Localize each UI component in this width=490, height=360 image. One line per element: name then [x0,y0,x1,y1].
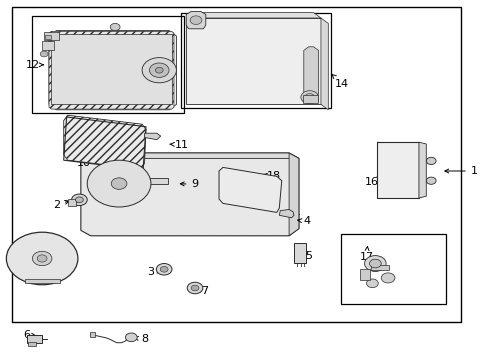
Circle shape [369,259,381,268]
Circle shape [426,177,436,184]
Polygon shape [419,142,426,198]
Bar [90,332,95,337]
Circle shape [187,282,203,294]
Circle shape [32,251,52,266]
Bar [360,269,370,280]
Bar [42,41,54,50]
Circle shape [111,178,127,189]
Circle shape [142,58,176,83]
Circle shape [365,256,386,271]
Text: 11: 11 [170,140,189,150]
Polygon shape [186,13,321,18]
Bar [303,95,318,103]
Bar [28,342,36,346]
Bar [12,7,461,322]
Circle shape [367,279,378,288]
Circle shape [110,23,120,31]
Text: 8: 8 [134,334,148,344]
Bar [341,234,446,304]
Polygon shape [49,31,176,110]
Polygon shape [24,279,60,283]
Bar [27,335,42,343]
Polygon shape [186,18,321,104]
Text: 19: 19 [38,252,52,262]
Text: 6: 6 [24,330,36,340]
Circle shape [160,266,168,272]
Text: 12: 12 [26,60,43,70]
Circle shape [87,160,151,207]
Text: 13: 13 [64,87,81,97]
Text: 3: 3 [147,267,161,277]
Polygon shape [219,167,282,212]
Circle shape [155,67,163,73]
Bar [294,243,306,263]
Text: 10: 10 [77,158,97,168]
Text: 5: 5 [298,251,312,261]
Circle shape [301,91,318,104]
Polygon shape [49,31,174,109]
Polygon shape [279,210,294,218]
Circle shape [381,273,395,283]
Circle shape [149,63,169,77]
Polygon shape [81,153,299,236]
Circle shape [156,264,172,275]
Text: 16: 16 [365,177,381,187]
Text: 15: 15 [239,36,300,52]
Circle shape [190,16,202,24]
Bar [51,34,172,104]
Bar [45,35,51,39]
Text: 14: 14 [331,74,349,89]
Polygon shape [91,153,299,158]
Circle shape [37,255,47,262]
Bar [181,13,331,108]
Circle shape [75,197,83,203]
Circle shape [72,194,87,206]
Polygon shape [321,18,328,110]
Polygon shape [64,115,146,169]
Circle shape [125,333,137,342]
Polygon shape [186,12,206,29]
Polygon shape [289,153,299,236]
Circle shape [6,232,78,285]
Polygon shape [304,47,318,102]
Text: 9: 9 [180,179,198,189]
Bar [131,178,168,184]
Bar [371,265,389,270]
Text: 2: 2 [53,200,69,210]
Circle shape [40,51,48,57]
Circle shape [426,157,436,165]
Bar [68,199,76,206]
Bar [44,32,59,40]
Text: 7: 7 [197,286,208,296]
Polygon shape [145,133,161,140]
Bar [32,16,184,113]
Circle shape [305,94,315,101]
Text: 1: 1 [445,166,478,176]
Text: 17: 17 [360,247,373,262]
Text: 4: 4 [298,216,311,226]
Circle shape [191,285,199,291]
Bar [377,142,419,198]
Text: 18: 18 [263,171,280,181]
